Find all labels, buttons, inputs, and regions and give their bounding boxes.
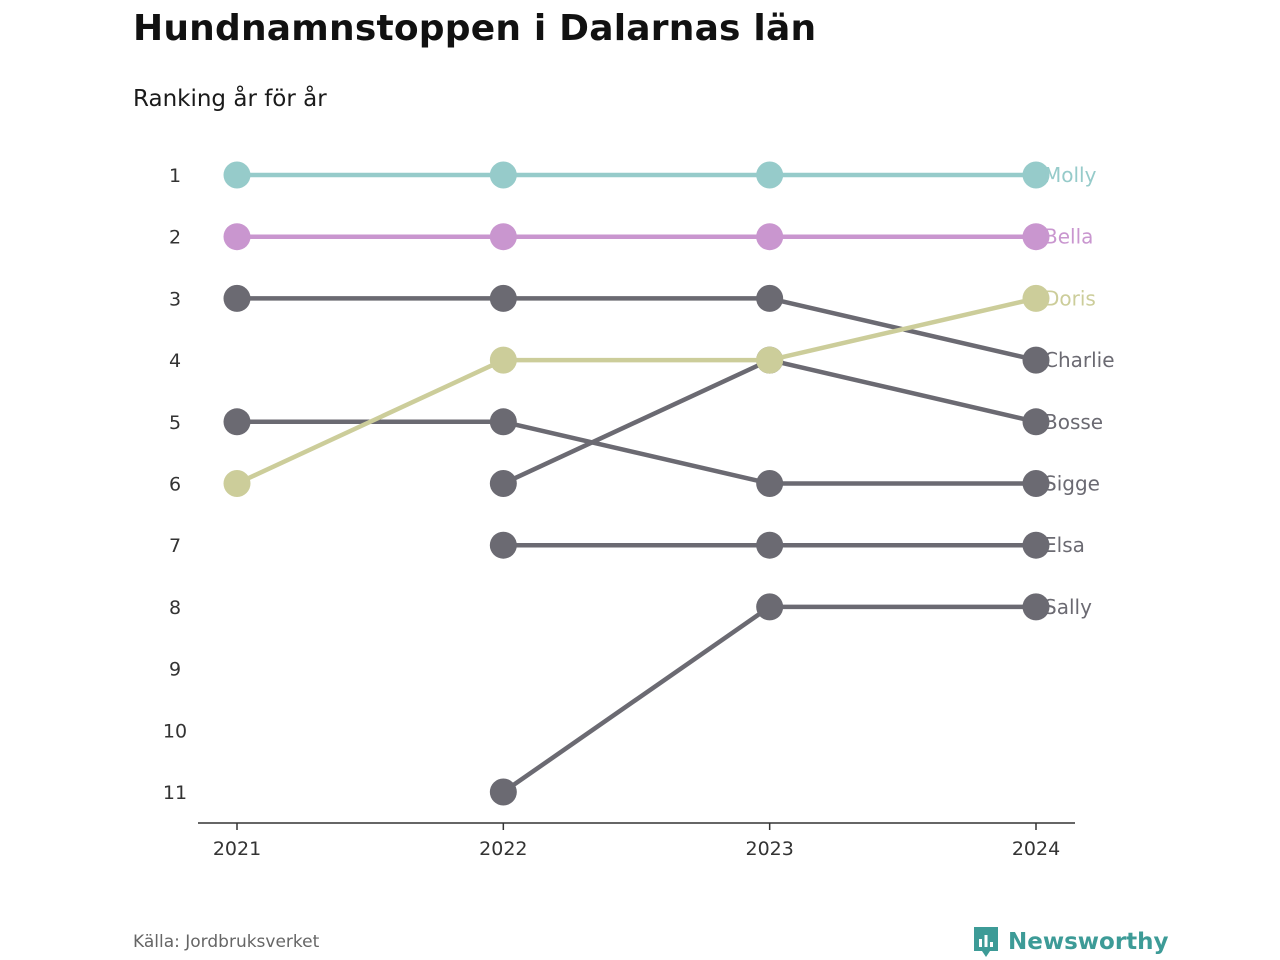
y-tick-label: 6 [169,474,181,496]
data-point-charlie [1022,346,1050,374]
data-point-elsa [1022,531,1050,559]
x-tick-label: 2023 [745,838,793,860]
data-point-doris [756,346,784,374]
data-point-sally [1022,593,1050,621]
data-point-sally [489,778,517,806]
y-tick-label: 10 [163,720,187,742]
data-point-doris [489,346,517,374]
x-tick-label: 2021 [213,838,261,860]
chart-title: Hundnamnstoppen i Dalarnas län [133,8,817,49]
chart-subtitle: Ranking år för år [133,86,327,112]
series-label-sigge: Sigge [1044,472,1100,496]
series-label-doris: Doris [1044,286,1096,310]
y-tick-label: 5 [169,412,181,434]
data-point-molly [756,161,784,189]
data-point-molly [489,161,517,189]
data-point-molly [223,161,251,189]
series-line-doris [234,296,1039,486]
series-label-bosse: Bosse [1044,410,1103,434]
data-point-doris [223,470,251,497]
series-line-bosse [501,357,1039,486]
data-point-doris [1022,284,1050,312]
series-line-sally [501,604,1039,795]
data-point-charlie [489,284,517,312]
series-line-sigge [234,419,1039,486]
y-tick-label: 7 [169,535,181,557]
brand-name: Newsworthy [1008,929,1169,955]
data-point-elsa [756,531,784,559]
data-point-bosse [1022,408,1050,436]
newsworthy-logo-icon [974,927,998,957]
x-tick-label: 2022 [479,838,527,860]
data-point-bosse [489,470,517,497]
newsworthy-brand[interactable]: Newsworthy [972,925,1169,959]
series-label-elsa: Elsa [1044,533,1085,557]
data-point-charlie [756,284,784,312]
data-point-bella [489,223,517,251]
series-label-charlie: Charlie [1044,348,1115,372]
y-tick-label: 11 [163,782,187,804]
data-point-bella [223,223,251,251]
x-tick-label: 2024 [1012,838,1060,860]
data-point-charlie [223,284,251,312]
data-point-sigge [756,470,784,497]
data-point-sigge [223,408,251,436]
source-note: Källa: Jordbruksverket [133,932,320,952]
y-tick-label: 1 [169,165,181,187]
series-label-bella: Bella [1044,225,1093,249]
series-label-sally: Sally [1044,595,1092,619]
data-point-bella [756,223,784,251]
data-point-elsa [489,531,517,559]
series-label-molly: Molly [1044,163,1097,187]
y-tick-label: 8 [169,597,181,619]
series-line-charlie [234,296,1039,363]
data-point-molly [1022,161,1050,189]
y-tick-label: 9 [169,659,181,681]
data-point-sally [756,593,784,621]
y-tick-label: 2 [169,227,181,249]
y-tick-label: 3 [169,288,181,310]
data-point-sigge [489,408,517,436]
data-point-sigge [1022,470,1050,497]
y-tick-label: 4 [169,350,181,372]
data-point-bella [1022,223,1050,251]
